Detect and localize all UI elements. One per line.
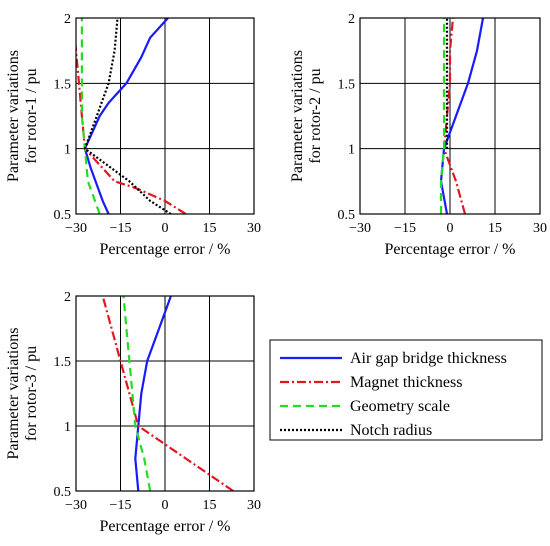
x-tick-label: −30: [65, 498, 87, 513]
y-tick-label: 0.5: [54, 208, 72, 223]
plot-frame: [75, 295, 255, 492]
legend-label-air-gap: Air gap bridge thickness: [350, 350, 507, 367]
plot-frame: [75, 17, 255, 215]
legend: Air gap bridge thickness Magnet thicknes…: [269, 339, 543, 441]
y-axis-label-line2: for rotor-1 / pu: [23, 68, 40, 163]
series-line-notch: [83, 18, 172, 214]
series-group: [439, 18, 485, 214]
y-tick-label: 2: [64, 12, 71, 27]
x-axis-label: Percentage error / %: [99, 241, 230, 258]
x-tick-label: 30: [533, 221, 547, 236]
x-axis-label: Percentage error / %: [384, 241, 515, 258]
plot-frame: [359, 17, 541, 215]
x-tick-label: 15: [203, 221, 217, 236]
series-line-geometry: [122, 296, 152, 491]
legend-label-notch: Notch radius: [350, 422, 432, 439]
y-tick-label: 1.5: [54, 77, 72, 92]
x-tick-label: −15: [110, 498, 132, 513]
y-tick-label: 1: [348, 143, 355, 158]
series-line-magnet: [101, 296, 234, 491]
x-tick-label: 30: [247, 498, 261, 513]
x-tick-label: 15: [488, 221, 502, 236]
y-tick-label: 0.5: [54, 485, 72, 500]
x-tick-label: 0: [162, 221, 169, 236]
y-tick-label: 0.5: [338, 208, 356, 223]
series-line-magnet: [442, 18, 467, 214]
y-axis-label-line2: for rotor-3 / pu: [23, 346, 40, 441]
y-tick-label: 1.5: [54, 355, 72, 370]
y-tick-label: 1: [64, 420, 71, 435]
chart-panel-1: −30 −15 0 15 30 0.5 1 1.5 2 Percentage error / % P…: [5, 12, 261, 258]
legend-label-geometry: Geometry scale: [350, 398, 450, 415]
chart-panel-2: −30 −15 0 15 30 0.5 1 1.5 2 Percentage error / % P…: [289, 12, 547, 258]
y-tick-label: 1.5: [338, 77, 356, 92]
x-tick-label: −30: [65, 221, 87, 236]
x-axis-label: Percentage error / %: [99, 518, 230, 535]
y-axis-label-line1: Parameter variations: [5, 50, 22, 182]
x-tick-label: 0: [162, 498, 169, 513]
y-tick-label: 2: [348, 12, 355, 27]
legend-box: [269, 339, 543, 441]
series-line-air_gap: [134, 296, 172, 491]
panels: −30 −15 0 15 30 0.5 1 1.5 2 Percentage error / % P…: [5, 12, 547, 535]
y-tick-label: 1: [64, 143, 71, 158]
x-tick-label: −15: [110, 221, 132, 236]
x-tick-label: 0: [447, 221, 454, 236]
x-tick-label: −15: [394, 221, 416, 236]
series-line-air_gap: [83, 18, 169, 214]
y-axis-label-line1: Parameter variations: [289, 50, 306, 182]
x-tick-label: 30: [247, 221, 261, 236]
x-tick-label: 15: [203, 498, 217, 513]
series-line-geometry: [439, 18, 446, 214]
legend-label-magnet: Magnet thickness: [350, 374, 462, 391]
chart-panel-3: −30 −15 0 15 30 0.5 1 1.5 2 Percentage error / % P…: [5, 290, 261, 535]
y-tick-label: 2: [64, 290, 71, 305]
y-axis-label-line2: for rotor-2 / pu: [307, 68, 324, 163]
series-group: [101, 296, 234, 491]
y-axis-label-line1: Parameter variations: [5, 328, 22, 460]
series-group: [76, 18, 187, 214]
x-tick-label: −30: [349, 221, 371, 236]
